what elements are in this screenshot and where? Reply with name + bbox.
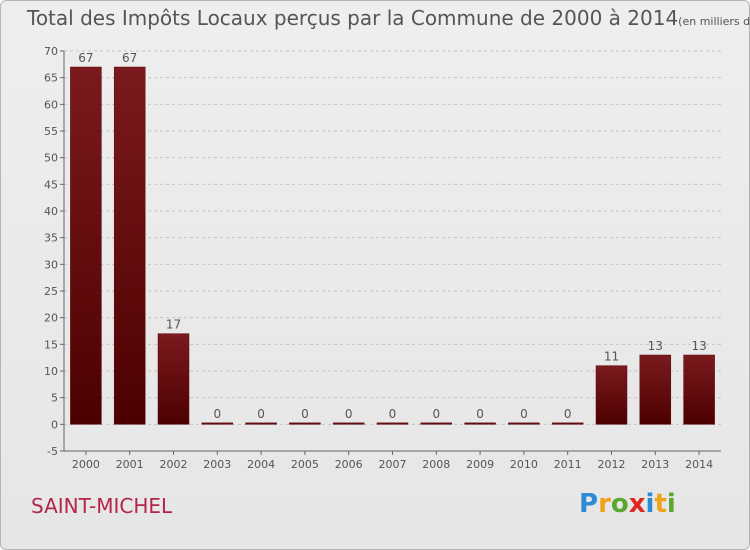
bar-2000 [70,66,102,425]
y-tick-label: 5 [51,392,58,405]
chart-title-unit: (en milliers d'€) [678,15,750,28]
logo-letter: i [666,489,676,519]
value-label-2000: 67 [78,51,93,65]
logo-letter: r [598,489,611,519]
y-tick-label: 40 [44,205,58,218]
x-tick-label-2001: 2001 [116,458,144,471]
value-label-2010: 0 [520,407,528,421]
bar-2013 [639,354,672,425]
bar-2014 [683,354,715,425]
value-label-2006: 0 [345,407,353,421]
bar-2003 [201,422,234,425]
x-tick-label-2014: 2014 [685,458,713,471]
x-tick-label-2012: 2012 [598,458,626,471]
y-tick-label: 55 [44,125,58,138]
y-tick-label: 65 [44,72,58,85]
chart-title-main: Total des Impôts Locaux perçus par la Co… [27,6,679,30]
value-label-2014: 13 [691,339,706,353]
x-tick-label-2000: 2000 [72,458,100,471]
x-tick-label-2002: 2002 [160,458,188,471]
bar-2012 [595,365,628,425]
value-label-2007: 0 [389,407,397,421]
value-label-2003: 0 [213,407,221,421]
y-tick-label: 50 [44,152,58,165]
bar-2009 [464,422,496,425]
x-tick-label-2005: 2005 [291,458,319,471]
x-tick-label-2013: 2013 [641,458,669,471]
value-label-2012: 11 [604,350,619,364]
y-tick-label: 25 [44,285,58,298]
y-tick-label: 60 [44,98,58,111]
y-tick-label: 70 [44,45,58,58]
bar-2001 [113,66,146,425]
proxiti-logo: Proxiti [579,489,676,519]
x-tick-label-2008: 2008 [422,458,450,471]
bar-2007 [376,422,409,425]
y-tick-label: 0 [51,418,58,431]
bar-2008 [420,422,453,425]
x-axis: 2000 2001 2002 2003 2004 2005 2006 2007 2008 2009… [64,450,721,471]
bar-2006 [332,422,365,425]
logo-letter: i [645,489,655,519]
x-tick-label-2011: 2011 [554,458,582,471]
y-tick-label: 45 [44,178,58,191]
bar-2011 [551,422,584,425]
bars: 67 67 17 0 0 0 0 0 0 0 0 0 11 13 13 [70,51,715,425]
logo-letter: t [654,489,667,519]
bar-2004 [245,422,277,425]
y-tick-label: 20 [44,312,58,325]
y-tick-label: 15 [44,338,58,351]
y-tick-label: 35 [44,232,58,245]
x-tick-label-2006: 2006 [335,458,363,471]
value-label-2011: 0 [564,407,572,421]
logo-letter: P [579,489,599,519]
commune-name: SAINT-MICHEL [31,494,173,518]
y-tick-label: 10 [44,365,58,378]
bar-2010 [508,422,540,425]
logo-letter: o [610,489,629,519]
x-tick-label-2003: 2003 [203,458,231,471]
logo-letter: x [628,489,646,519]
bar-2002 [157,333,190,425]
value-label-2009: 0 [476,407,484,421]
value-label-2004: 0 [257,407,265,421]
x-tick-label-2010: 2010 [510,458,538,471]
x-tick-label-2004: 2004 [247,458,275,471]
y-tick-label: 30 [44,258,58,271]
value-label-2008: 0 [432,407,440,421]
value-label-2013: 13 [648,339,663,353]
bar-2005 [289,422,321,425]
y-tick-label: -5 [47,445,58,458]
x-tick-label-2007: 2007 [379,458,407,471]
x-tick-label-2009: 2009 [466,458,494,471]
y-axis: -5 0 5 10 15 20 25 30 35 40 45 50 55 60 65 70 [44,45,65,458]
value-label-2002: 17 [166,318,181,332]
value-label-2001: 67 [122,51,137,65]
value-label-2005: 0 [301,407,309,421]
chart-title: Total des Impôts Locaux perçus par la Co… [27,6,750,30]
